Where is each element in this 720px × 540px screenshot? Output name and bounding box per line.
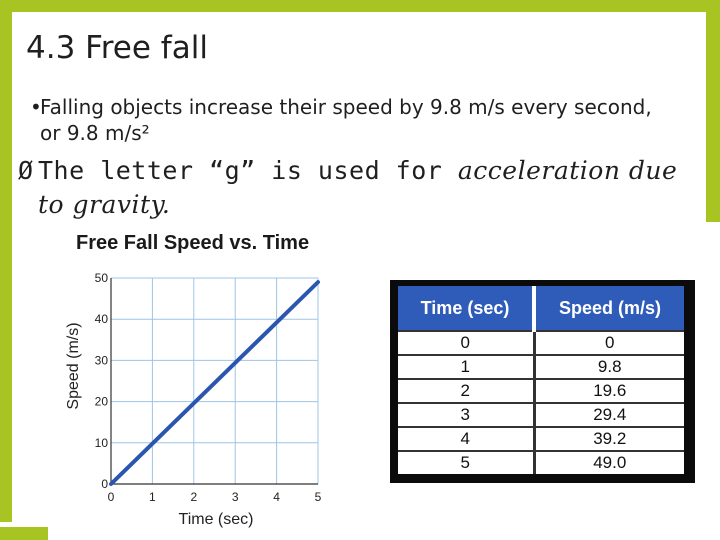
table-cell-time: 1 [398, 354, 536, 379]
table-cell-time: 4 [398, 426, 536, 451]
table-cell-time: 3 [398, 402, 536, 427]
bullet-text-plain: The letter “g” is used for [38, 156, 458, 185]
table-row: 1 9.8 [398, 354, 684, 379]
table-header-row: Time (sec) Speed (m/s) [398, 286, 684, 331]
x-tick-label: 3 [232, 490, 239, 504]
x-tick-label: 5 [315, 490, 322, 504]
table-row: 2 19.6 [398, 378, 684, 403]
table-cell-speed: 49.0 [534, 450, 684, 474]
y-tick-label: 0 [101, 477, 108, 491]
table-cell-time: 2 [398, 378, 536, 403]
y-tick-label: 40 [95, 312, 109, 326]
chart-series [109, 280, 320, 486]
x-tick-label: 1 [149, 490, 156, 504]
table-row: 0 0 [398, 330, 684, 355]
chart-title: Free Fall Speed vs. Time [76, 232, 310, 254]
arrow-bullet-icon: Ø [18, 156, 34, 185]
table-row: 5 49.0 [398, 450, 684, 474]
y-tick-label: 20 [95, 395, 109, 409]
accent-bar-bottom [0, 527, 48, 540]
accent-bar-right [706, 0, 720, 222]
y-tick-label: 30 [95, 353, 109, 367]
accent-bar-left [0, 0, 12, 522]
bullet-text: The letter “g” is used for acceleration … [18, 154, 688, 222]
x-tick-label: 2 [190, 490, 197, 504]
bullet-dot-icon: • [30, 95, 42, 119]
speed-series-line [109, 280, 320, 486]
x-axis-label: Time (sec) [179, 511, 254, 528]
x-tick-label: 4 [273, 490, 280, 504]
accent-bar-top [12, 0, 720, 12]
y-axis-label: Speed (m/s) [65, 322, 82, 409]
chart-axes [110, 278, 318, 485]
speed-table-frame: Time (sec) Speed (m/s) 0 0 1 9.8 2 19.6 … [390, 280, 695, 483]
table-header-time: Time (sec) [398, 286, 536, 331]
slide-title: 4.3 Free fall [26, 30, 208, 66]
table-cell-speed: 19.6 [534, 378, 684, 403]
table-cell-time: 0 [398, 330, 536, 355]
table-row: 4 39.2 [398, 426, 684, 451]
table-cell-time: 5 [398, 450, 536, 474]
table-cell-speed: 9.8 [534, 354, 684, 379]
y-tick-label: 10 [95, 436, 109, 450]
table-row: 3 29.4 [398, 402, 684, 427]
y-tick-label: 50 [95, 271, 109, 285]
table-cell-speed: 29.4 [534, 402, 684, 427]
table-header-speed: Speed (m/s) [534, 286, 684, 331]
bullet-text: Falling objects increase their speed by … [40, 95, 652, 145]
table-cell-speed: 39.2 [534, 426, 684, 451]
bullet-letter-g: Ø The letter “g” is used for acceleratio… [18, 154, 688, 222]
x-tick-label: 0 [108, 490, 115, 504]
speed-table: Time (sec) Speed (m/s) 0 0 1 9.8 2 19.6 … [398, 286, 684, 474]
bullet-text-italic: acceleration due to gravity. [38, 156, 678, 219]
table-cell-speed: 0 [534, 330, 684, 355]
bullet-falling-objects: • Falling objects increase their speed b… [30, 94, 670, 146]
